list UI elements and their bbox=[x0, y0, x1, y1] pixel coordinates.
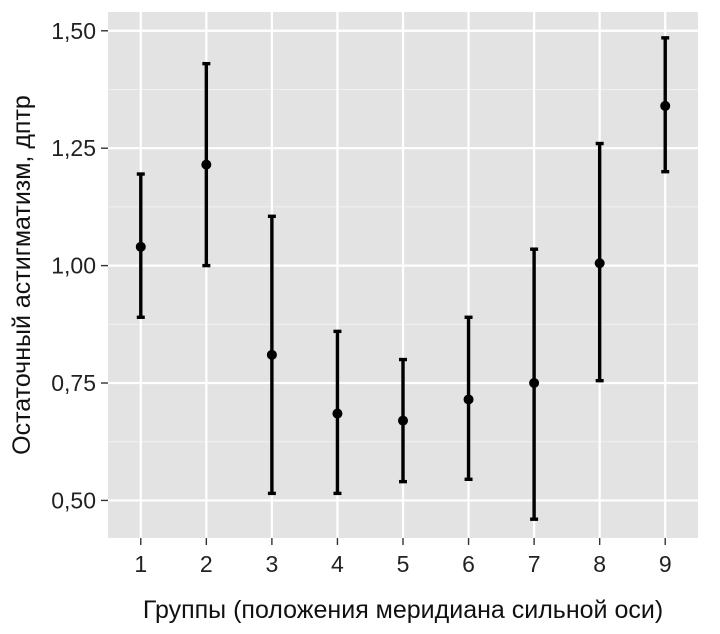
y-axis-title: Остаточный астигматизм, дптр bbox=[8, 95, 36, 455]
data-point bbox=[266, 349, 277, 360]
data-point bbox=[594, 258, 605, 269]
x-tick-label: 9 bbox=[659, 551, 672, 577]
x-tick-label: 2 bbox=[200, 551, 213, 577]
data-marks bbox=[135, 36, 671, 521]
x-tick-label: 7 bbox=[528, 551, 541, 577]
data-point bbox=[332, 408, 343, 419]
data-point bbox=[660, 100, 671, 111]
x-tick-label: 8 bbox=[593, 551, 606, 577]
data-point bbox=[529, 378, 540, 389]
x-tick-labels: 1 2 3 4 5 6 7 8 9 bbox=[134, 551, 671, 577]
y-tick-label: 0,50 bbox=[51, 487, 96, 513]
data-point bbox=[398, 415, 408, 426]
x-tick-label: 3 bbox=[265, 551, 278, 577]
y-tick-label: 1,25 bbox=[51, 135, 96, 161]
y-tick-label: 1,00 bbox=[51, 253, 96, 279]
y-tick-label: 0,75 bbox=[51, 370, 96, 396]
x-tick-label: 6 bbox=[462, 551, 475, 577]
x-axis-title: Группы (положения меридиана сильной оси) bbox=[143, 596, 663, 624]
axis-ticks bbox=[101, 30, 666, 545]
y-tick-labels: 0,50 0,75 1,00 1,25 1,50 bbox=[51, 18, 96, 514]
x-tick-label: 5 bbox=[397, 551, 410, 577]
y-tick-label: 1,50 bbox=[51, 18, 96, 44]
x-tick-label: 4 bbox=[331, 551, 344, 577]
data-point bbox=[201, 159, 212, 170]
data-point bbox=[135, 241, 146, 252]
x-tick-label: 1 bbox=[134, 551, 147, 577]
data-point bbox=[463, 394, 474, 405]
